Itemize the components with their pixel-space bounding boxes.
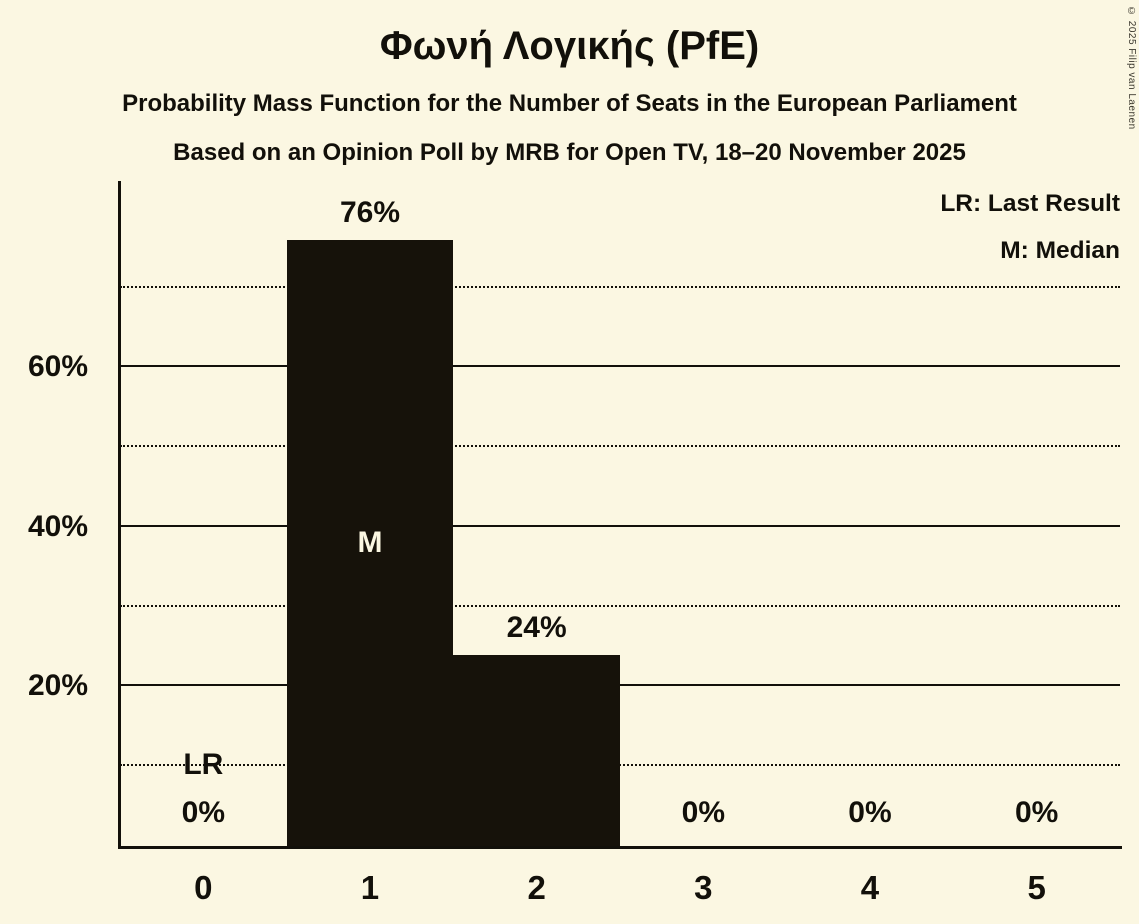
bar: [286, 239, 454, 846]
x-tick-labels: 0 1 2 3 4 5: [120, 866, 1120, 914]
legend-median: M: Median: [1000, 237, 1120, 264]
x-axis: [118, 846, 1122, 849]
gridline-solid: [120, 365, 1120, 368]
x-tick-label: 1: [360, 869, 380, 906]
gridline-dotted: [120, 445, 1120, 448]
median-marker: M: [357, 525, 383, 559]
bar-value-label: 0%: [181, 796, 225, 829]
bar-value-label: 24%: [506, 610, 567, 644]
bar-value-label: 76%: [339, 195, 400, 229]
last-result-marker: LR: [183, 748, 224, 781]
gridline-solid: [120, 524, 1120, 527]
y-axis: [118, 181, 121, 849]
chart-subtitle-1: Probability Mass Function for the Number…: [122, 90, 1017, 117]
x-tick-label: 0: [194, 869, 213, 906]
gridline-solid: [120, 684, 1120, 687]
legend-last-result: LR: Last Result: [940, 190, 1120, 217]
bar: [453, 654, 620, 846]
x-tick-label: 5: [1027, 869, 1046, 906]
bar-value-label: 0%: [848, 796, 892, 829]
y-tick-label: 20%: [27, 669, 88, 703]
copyright-notice: © 2025 Filip van Laenen: [1126, 6, 1137, 130]
gridline-dotted: [120, 764, 1120, 767]
legend: LR: Last Result M: Median: [940, 184, 1120, 278]
gridline-dotted: [120, 604, 1120, 607]
plot-area: LR: Last Result M: Median 0% LR 76% M 24% 0% 0…: [120, 184, 1120, 846]
bar-value-label: 0%: [681, 796, 725, 829]
y-tick-label: 60%: [27, 350, 88, 384]
chart-subtitle-2: Based on an Opinion Poll by MRB for Open…: [173, 139, 966, 166]
gridline-dotted: [120, 285, 1120, 288]
bar-value-label: 0%: [1014, 796, 1059, 829]
y-tick-label: 40%: [27, 509, 88, 543]
y-tick-labels: 20% 40% 60%: [0, 184, 104, 846]
x-tick-label: 3: [694, 869, 713, 906]
chart-title: Φωνή Λογικής (PfE): [379, 24, 760, 68]
x-tick-label: 2: [527, 869, 546, 906]
x-tick-label: 4: [860, 869, 880, 906]
